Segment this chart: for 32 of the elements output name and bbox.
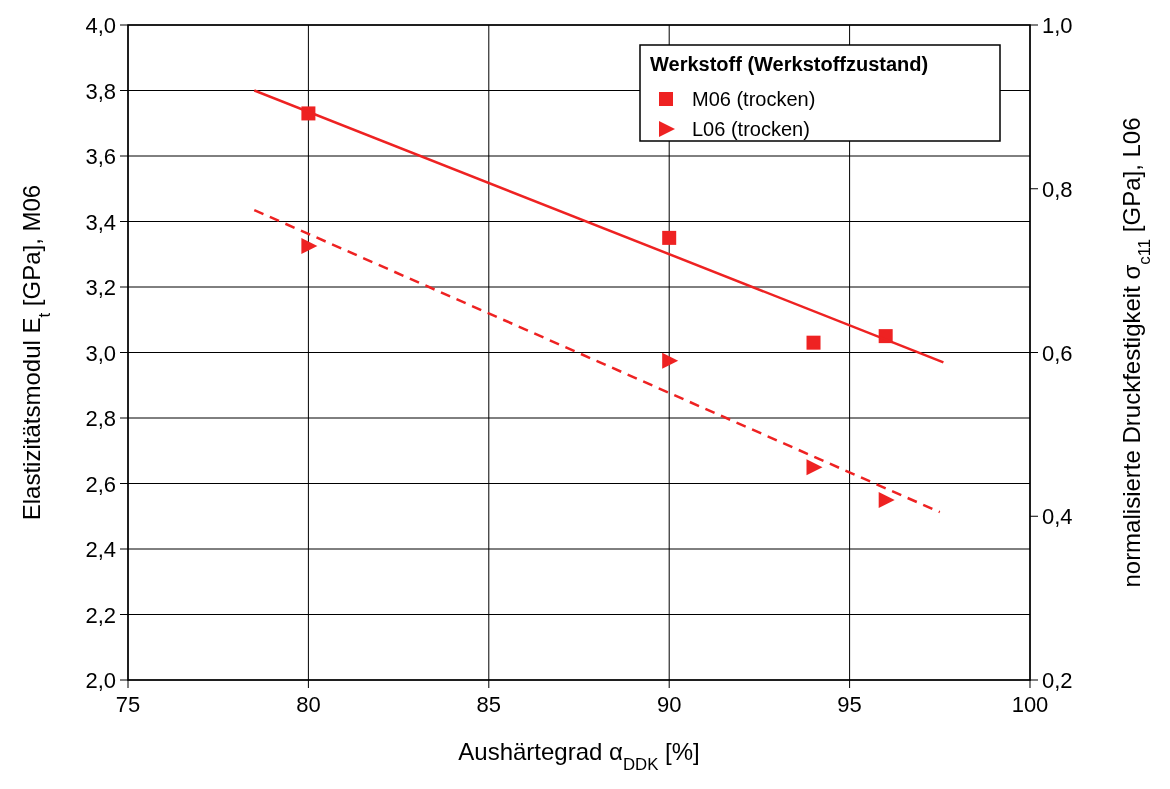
x-axis-title: Aushärtegrad α$_{DDK}$ [%] <box>458 738 700 774</box>
y-tick-label: 4,0 <box>85 13 116 38</box>
x-tick-label: 75 <box>115 692 141 717</box>
x-tick-label: 100 <box>1011 692 1049 717</box>
y-tick-label: 2,2 <box>85 602 116 628</box>
y2-tick-label: 1,0 <box>1042 13 1073 38</box>
y-tick-label: 3,8 <box>85 78 116 104</box>
point <box>806 335 821 350</box>
legend-title: Werkstoff (Werkstoffzustand) <box>650 53 929 75</box>
y-tick-label: 2,8 <box>85 406 116 431</box>
y-tick-label: 2,4 <box>85 537 116 562</box>
y-tick-label: 2,0 <box>85 668 116 693</box>
x-tick-label: 95 <box>837 692 862 717</box>
y2-tick-label: 0,6 <box>1042 340 1073 366</box>
point <box>301 238 318 255</box>
y-tick-label: 3,2 <box>85 275 116 300</box>
y-tick-label: 3,0 <box>85 340 116 366</box>
point <box>806 459 823 476</box>
x-tick-label: 90 <box>656 692 682 717</box>
legend-label: M06 (trocken) <box>692 88 816 110</box>
y2-tick-label: 0,4 <box>1042 504 1073 530</box>
point <box>662 352 679 369</box>
x-tick-label: 80 <box>296 692 321 717</box>
y2-tick-label: 0,8 <box>1042 176 1073 202</box>
point <box>662 230 677 245</box>
y-tick-label: 3,4 <box>85 209 116 235</box>
x-tick-label: 85 <box>476 692 502 717</box>
y2-tick-label: 0,2 <box>1042 668 1073 693</box>
y-tick-label: 3,6 <box>85 144 116 169</box>
y-tick-label: 2,6 <box>85 471 116 497</box>
point <box>878 491 895 508</box>
legend-label: L06 (trocken) <box>692 118 810 140</box>
